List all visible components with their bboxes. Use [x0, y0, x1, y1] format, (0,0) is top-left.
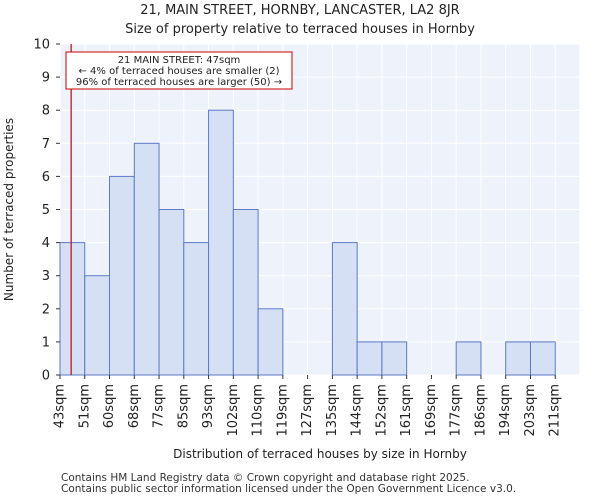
x-tick-label: 102sqm — [226, 384, 241, 437]
chart-title-address: 21, MAIN STREET, HORNBY, LANCASTER, LA2 … — [140, 3, 460, 18]
y-tick-label: 10 — [33, 38, 50, 53]
y-tick-label: 0 — [42, 369, 50, 384]
bar-110sqm — [257, 308, 284, 376]
x-tick-label: 127sqm — [300, 384, 315, 437]
bar-194sqm — [505, 341, 531, 376]
x-axis-label: Distribution of terraced houses by size … — [173, 447, 467, 461]
bar-68sqm — [133, 142, 160, 376]
x-tick-label: 60sqm — [102, 384, 117, 428]
x-tick-label: 119sqm — [275, 384, 290, 437]
x-tick-label: 203sqm — [523, 384, 538, 437]
x-tick-label: 161sqm — [399, 384, 414, 437]
annotation-larger: 96% of terraced houses are larger (50) → — [76, 77, 282, 88]
bar-152sqm — [381, 341, 408, 376]
annotation-box — [65, 51, 293, 90]
y-tick-label: 5 — [42, 203, 50, 218]
x-axis-ticks: 43sqm 51sqm 60sqm 68sqm 77sqm 85sqm 93sqm 102sq… — [53, 375, 563, 437]
bar-203sqm — [529, 341, 556, 376]
x-tick-label: 211sqm — [548, 384, 563, 437]
footer-licence: Contains public sector information licen… — [61, 483, 517, 495]
y-tick-label: 9 — [42, 71, 50, 86]
x-tick-label: 43sqm — [53, 384, 68, 428]
y-tick-label: 4 — [42, 236, 50, 251]
x-tick-label: 186sqm — [473, 384, 488, 437]
x-tick-label: 194sqm — [498, 384, 513, 437]
x-tick-label: 51sqm — [77, 384, 92, 428]
bar-144sqm — [356, 341, 383, 376]
bar-135sqm — [331, 242, 358, 376]
x-tick-label: 68sqm — [127, 384, 142, 428]
bar-93sqm — [208, 109, 234, 376]
x-tick-label: 169sqm — [424, 384, 439, 437]
bar-43sqm — [59, 242, 86, 376]
x-tick-label: 152sqm — [374, 384, 389, 437]
bars — [59, 109, 556, 376]
bar-85sqm — [183, 242, 210, 376]
bar-77sqm — [158, 209, 185, 376]
bar-102sqm — [232, 209, 259, 376]
bar-60sqm — [109, 175, 135, 376]
x-tick-label: 177sqm — [449, 384, 464, 437]
y-tick-label: 1 — [42, 335, 50, 350]
y-axis-ticks: 0 1 2 3 4 5 6 7 8 9 10 — [33, 38, 60, 384]
annotation-title: 21 MAIN STREET: 47sqm — [118, 55, 241, 66]
x-tick-label: 77sqm — [152, 384, 167, 428]
x-tick-label: 110sqm — [251, 384, 266, 437]
annotation-smaller: ← 4% of terraced houses are smaller (2) — [79, 66, 280, 77]
x-tick-label: 93sqm — [201, 384, 216, 428]
y-tick-label: 8 — [42, 104, 50, 119]
x-tick-label: 85sqm — [176, 384, 191, 428]
footer-copyright: Contains HM Land Registry data © Crown c… — [61, 472, 470, 484]
bar-51sqm — [84, 275, 111, 376]
x-tick-label: 135sqm — [325, 384, 340, 437]
y-tick-label: 6 — [42, 170, 50, 185]
bar-177sqm — [455, 341, 482, 376]
y-tick-label: 3 — [42, 269, 50, 284]
x-tick-label: 144sqm — [350, 384, 365, 437]
property-annotation: 21 MAIN STREET: 47sqm ← 4% of terraced h… — [65, 51, 293, 90]
y-axis-label: Number of terraced properties — [2, 118, 16, 301]
chart-subtitle: Size of property relative to terraced ho… — [125, 22, 475, 37]
y-tick-label: 7 — [42, 137, 50, 152]
y-tick-label: 2 — [42, 302, 50, 317]
